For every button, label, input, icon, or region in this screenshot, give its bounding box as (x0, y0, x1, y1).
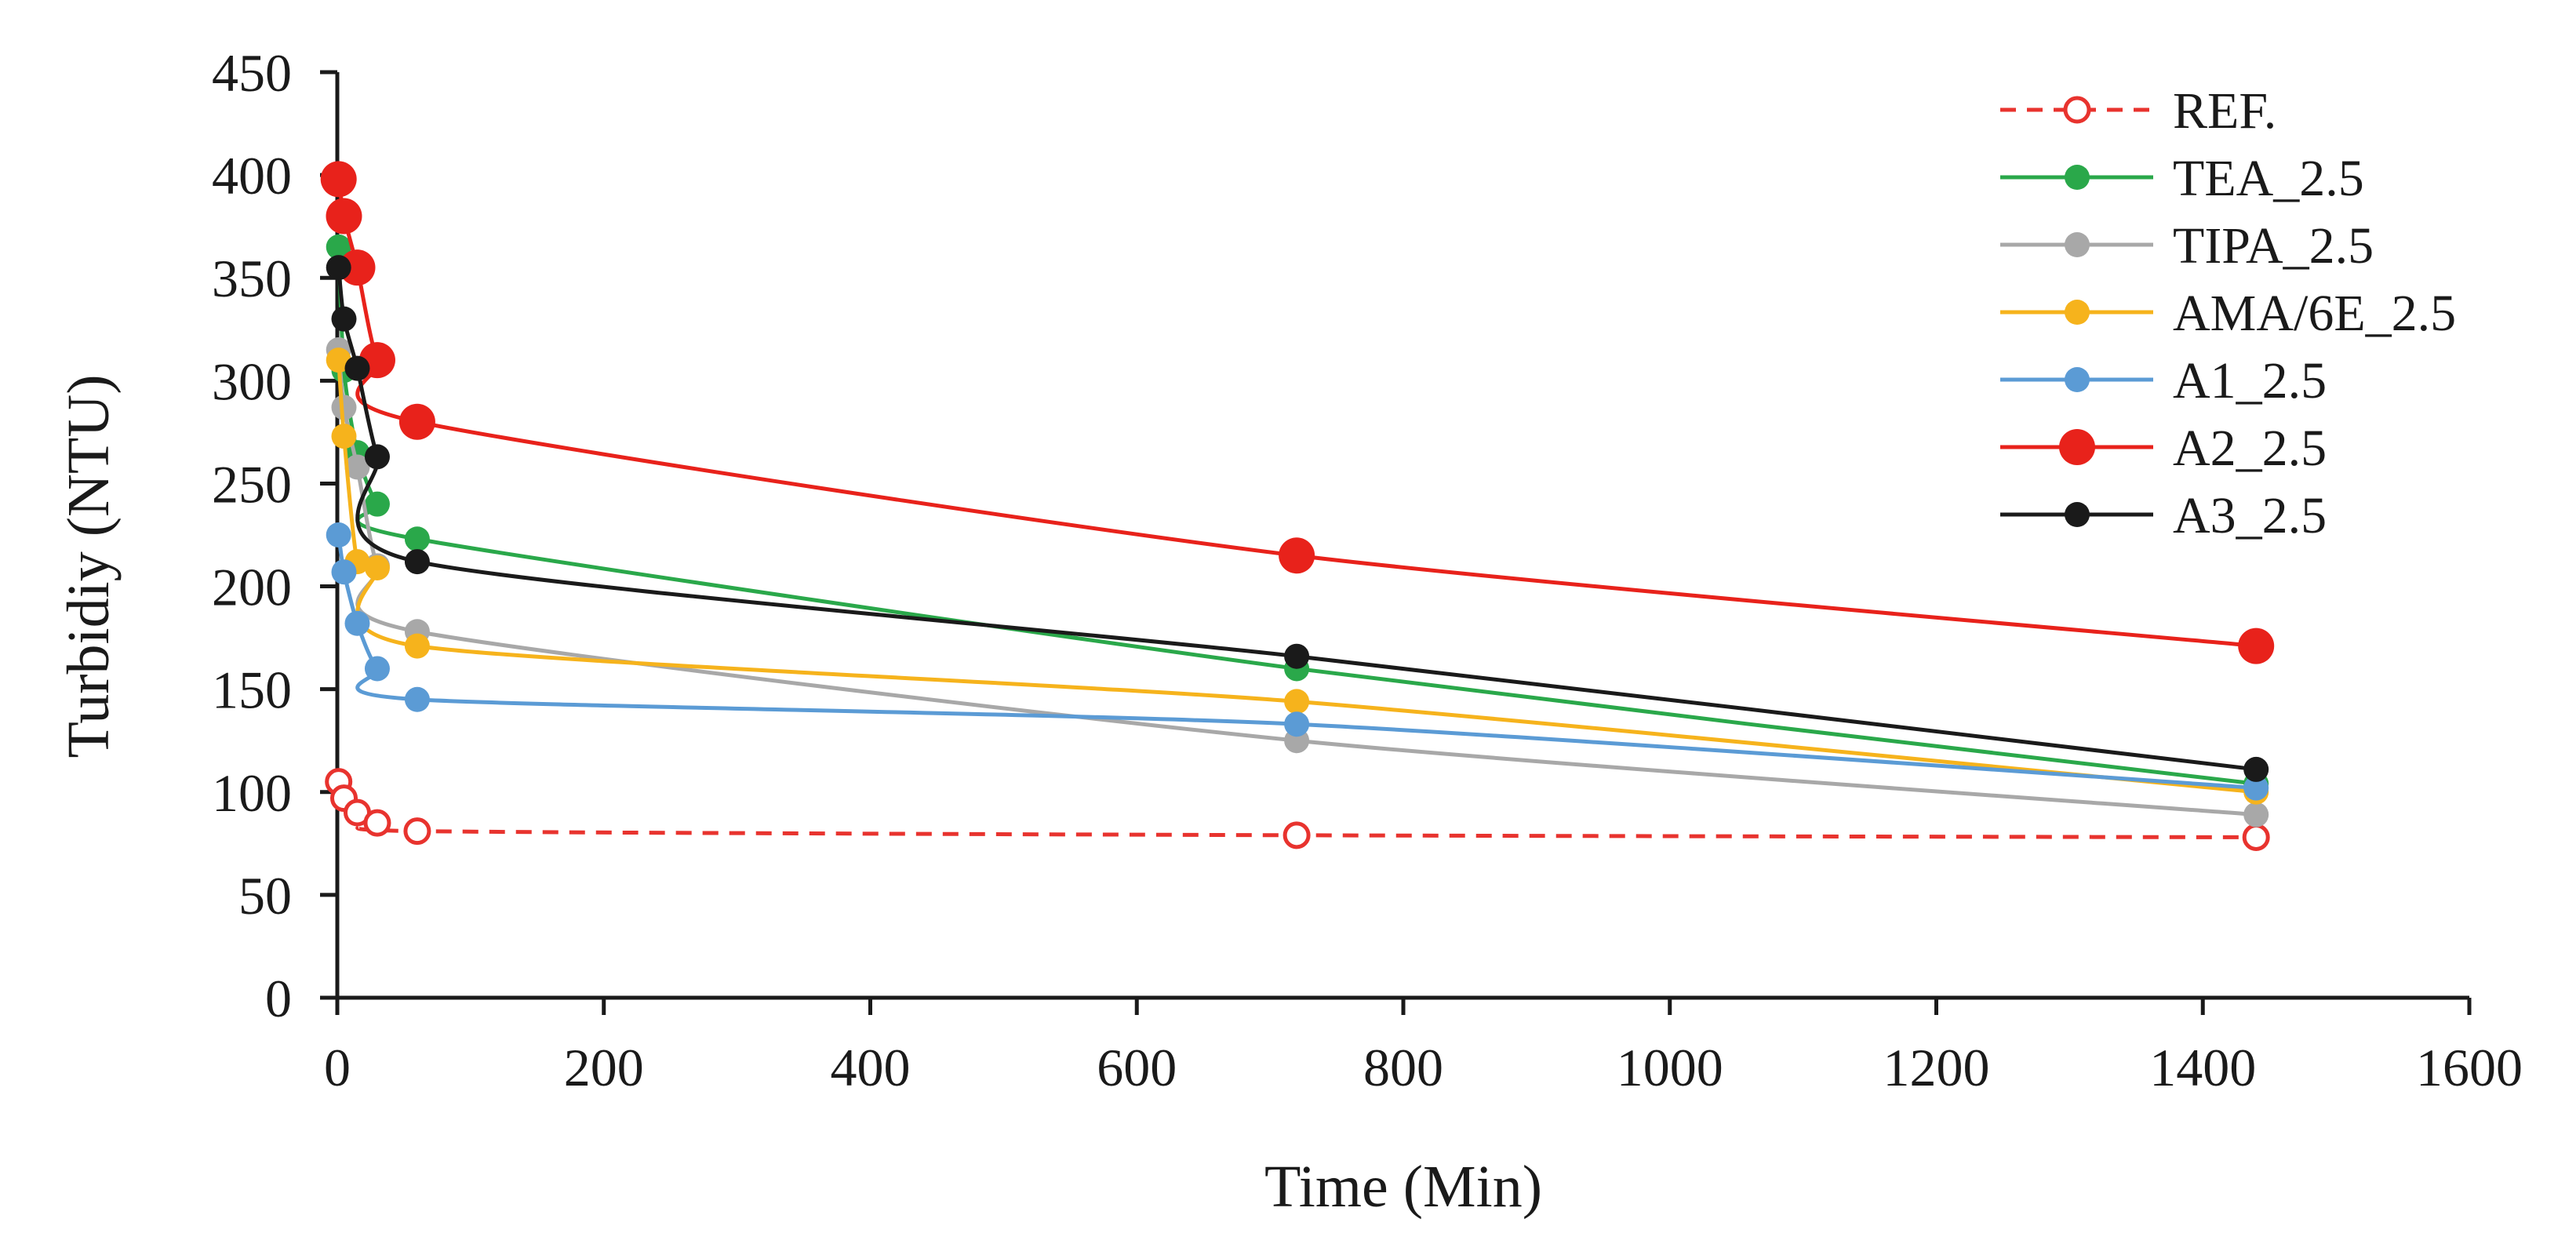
data-point-a1-2-5 (326, 522, 351, 547)
data-point-ref (363, 809, 391, 837)
y-tick-label: 300 (212, 351, 292, 411)
y-axis-title: Turbidiy (NTU) (56, 374, 122, 758)
data-point-ama-6e-2-5 (1284, 689, 1310, 715)
data-point-a1-2-5 (1284, 711, 1310, 737)
x-tick-label: 200 (564, 1038, 644, 1097)
legend-swatch-marker (2065, 367, 2090, 392)
series-tipa-2-5 (326, 337, 2269, 828)
series-a1-2-5 (326, 522, 2269, 801)
data-point-tipa-2-5 (2243, 802, 2269, 828)
y-tick-label: 250 (212, 454, 292, 514)
data-point-a1-2-5 (2243, 775, 2269, 801)
legend-swatch-marker (2065, 165, 2090, 190)
legend-label: TIPA_2.5 (2173, 217, 2374, 275)
legend-label: A1_2.5 (2173, 352, 2327, 409)
series-layer (320, 161, 2275, 851)
data-point-a2-2-5 (339, 249, 376, 286)
legend-swatch-marker (2065, 232, 2090, 257)
data-point-ama-6e-2-5 (404, 633, 430, 659)
legend-item-a1-2-5: A1_2.5 (2000, 352, 2327, 409)
x-axis-title: Time (Min) (1264, 1154, 1542, 1220)
x-tick-label: 1400 (2149, 1038, 2256, 1097)
y-tick-label: 150 (212, 660, 292, 720)
legend-swatch-marker (2065, 502, 2090, 527)
data-point-a2-2-5 (398, 403, 435, 440)
x-tick-label: 0 (324, 1038, 351, 1097)
y-tick-label: 400 (212, 146, 292, 206)
x-tick-label: 1000 (1617, 1038, 1723, 1097)
data-point-a2-2-5 (320, 161, 357, 198)
legend-label: AMA/6E_2.5 (2173, 285, 2456, 342)
x-tick-label: 800 (1363, 1038, 1443, 1097)
series-line-tea-2-5 (337, 246, 2257, 786)
axes: 0 50 100 150 200 250 300 350 400 450 0 200 400 600 800… (212, 43, 2523, 1097)
legend: REF. TEA_2.5 TIPA_2.5 AMA/6E_2.5 A1_2.5 A2_2.… (2000, 82, 2456, 544)
data-point-ref (2242, 823, 2270, 851)
data-point-a1-2-5 (344, 610, 370, 636)
data-point-a2-2-5 (1279, 537, 1315, 574)
y-tick-label: 350 (212, 249, 292, 308)
series-line-ama-6e-2-5 (337, 359, 2257, 795)
legend-item-tipa-2-5: TIPA_2.5 (2000, 217, 2374, 275)
series-line-a2-2-5 (337, 179, 2257, 649)
data-point-a1-2-5 (404, 686, 430, 712)
y-tick-label: 50 (238, 866, 292, 926)
legend-swatch-marker (2063, 96, 2091, 124)
data-point-tea-2-5 (326, 234, 351, 260)
data-point-tea-2-5 (364, 491, 390, 517)
y-tick-label: 100 (212, 763, 292, 823)
legend-label: TEA_2.5 (2173, 150, 2364, 207)
y-tick-label: 200 (212, 558, 292, 617)
data-point-a3-2-5 (364, 444, 390, 470)
data-point-a3-2-5 (344, 355, 370, 381)
data-point-tea-2-5 (404, 526, 430, 552)
legend-item-a2-2-5: A2_2.5 (2000, 420, 2327, 477)
data-point-a2-2-5 (2238, 628, 2275, 664)
series-a2-2-5 (320, 161, 2275, 664)
legend-swatch-marker (2059, 429, 2095, 465)
data-point-ama-6e-2-5 (364, 555, 390, 580)
data-point-a3-2-5 (326, 255, 351, 281)
data-point-ref (1283, 821, 1311, 849)
x-tick-label: 1200 (1883, 1038, 1990, 1097)
x-tick-label: 400 (831, 1038, 911, 1097)
legend-label: REF. (2173, 82, 2276, 140)
x-tick-label: 1600 (2416, 1038, 2523, 1097)
data-point-a1-2-5 (331, 559, 357, 585)
data-point-a3-2-5 (331, 306, 357, 332)
series-a3-2-5 (326, 255, 2269, 782)
legend-label: A3_2.5 (2173, 487, 2327, 544)
data-point-a3-2-5 (1284, 643, 1310, 669)
y-tick-label: 0 (265, 969, 292, 1028)
data-point-ama-6e-2-5 (331, 424, 357, 449)
data-point-tipa-2-5 (331, 395, 357, 420)
data-point-a1-2-5 (364, 656, 390, 682)
y-tick-label: 450 (212, 43, 292, 103)
legend-item-a3-2-5: A3_2.5 (2000, 487, 2327, 544)
legend-item-ama-6e-2-5: AMA/6E_2.5 (2000, 285, 2456, 342)
legend-swatch-marker (2065, 300, 2090, 325)
legend-label: A2_2.5 (2173, 420, 2327, 477)
x-tick-label: 600 (1097, 1038, 1177, 1097)
data-point-a2-2-5 (326, 198, 362, 235)
data-point-tipa-2-5 (344, 454, 370, 480)
data-point-a3-2-5 (2243, 756, 2269, 782)
legend-item-tea-2-5: TEA_2.5 (2000, 150, 2364, 207)
legend-item-ref: REF. (2000, 82, 2276, 140)
series-ref (325, 768, 2270, 851)
data-point-a3-2-5 (404, 549, 430, 575)
data-point-ref (403, 817, 431, 846)
